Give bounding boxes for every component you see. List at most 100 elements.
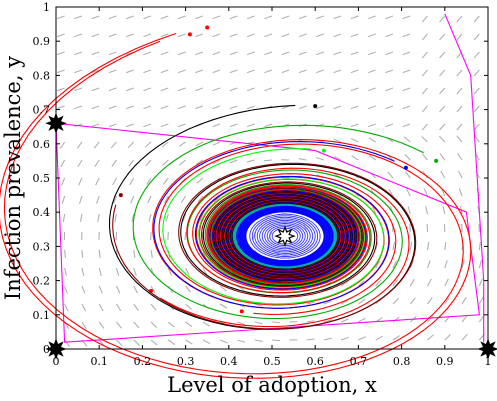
inner-spiral: [264, 223, 306, 250]
vector-arrow: [74, 15, 83, 20]
vector-arrow: [112, 177, 117, 186]
vector-arrow: [246, 51, 255, 56]
vector-arrow: [421, 105, 428, 113]
limit-cycle-ring: [213, 191, 357, 281]
limit-cycle-ring: [221, 196, 349, 276]
y-axis-label: Infection prevalence, y: [1, 56, 25, 300]
vector-arrow: [133, 321, 140, 329]
vector-arrow: [409, 297, 416, 305]
vector-arrow: [59, 141, 66, 149]
vector-arrow: [212, 141, 221, 146]
vector-arrow: [167, 267, 172, 276]
vector-arrow: [402, 69, 411, 74]
vector-arrow: [185, 321, 193, 328]
vector-arrow: [402, 87, 411, 92]
vector-arrow: [229, 15, 238, 20]
vector-arrow: [150, 303, 157, 311]
limit-cycle-ring: [229, 201, 341, 272]
vector-arrow: [456, 105, 463, 113]
trajectory-start-point: [321, 148, 326, 153]
vector-arrow: [444, 278, 449, 287]
vector-arrow: [94, 159, 100, 168]
vector-arrow: [427, 297, 433, 305]
vector-arrow: [212, 51, 221, 56]
vector-arrow: [478, 278, 483, 287]
vector-arrow: [439, 33, 446, 41]
vector-arrow: [114, 213, 118, 222]
vector-arrow: [406, 188, 411, 197]
limit-cycle-ring: [222, 196, 348, 276]
vector-arrow: [195, 159, 204, 165]
vector-arrow: [264, 87, 273, 92]
vector-arrow: [219, 303, 228, 309]
vector-arrow: [392, 316, 400, 323]
y-tick-label: 0.9: [33, 35, 51, 48]
vector-arrow: [195, 87, 204, 92]
trajectory-start-point: [403, 165, 408, 170]
vector-arrow: [177, 87, 186, 92]
vector-arrow: [196, 177, 204, 184]
y-tick-label: 0.2: [33, 275, 51, 288]
vector-arrow: [180, 195, 187, 204]
vector-arrow: [444, 241, 447, 251]
limit-cycle-ring: [229, 201, 340, 271]
limit-cycle-ring: [232, 203, 338, 269]
vector-arrow: [148, 213, 152, 222]
vector-arrow: [281, 33, 290, 38]
vector-arrow: [126, 123, 134, 128]
vector-arrow: [143, 123, 152, 128]
vector-arrow: [168, 339, 176, 346]
x-tick-label: 0.2: [134, 355, 152, 368]
x-axis-label: Level of adoption, x: [167, 373, 377, 397]
vector-arrow: [78, 177, 83, 186]
vector-arrow: [56, 105, 65, 110]
vector-arrow: [91, 51, 100, 56]
vector-arrow: [350, 87, 359, 92]
vector-arrow: [60, 159, 66, 168]
vector-arrow: [367, 33, 376, 38]
x-tick-label: 1: [485, 355, 492, 368]
limit-cycle-ring: [225, 198, 345, 274]
vector-arrow: [316, 87, 325, 92]
vector-arrow: [167, 321, 175, 328]
vector-arrow: [182, 213, 187, 222]
vector-arrow: [457, 153, 463, 161]
limit-cycle-ring: [242, 209, 329, 264]
vector-arrow: [473, 105, 480, 113]
limit-cycle-ring: [242, 209, 328, 263]
vector-arrow: [177, 123, 186, 128]
vector-arrow: [367, 51, 376, 56]
vector-arrow: [425, 206, 429, 215]
vector-arrow: [350, 123, 359, 128]
vector-arrow: [64, 285, 68, 294]
vector-arrow: [333, 138, 342, 143]
vector-arrow: [164, 195, 169, 204]
vector-arrow: [237, 339, 246, 343]
vector-arrow: [456, 33, 463, 41]
vector-arrow: [306, 338, 315, 341]
vector-arrow: [421, 87, 428, 95]
vector-arrow: [76, 141, 83, 149]
vector-arrow: [160, 105, 169, 110]
vector-arrow: [95, 177, 100, 186]
vector-arrow: [358, 299, 366, 305]
vector-arrow: [179, 159, 186, 166]
vector-arrow: [254, 321, 263, 325]
vector-arrow: [439, 123, 446, 131]
vector-arrow: [147, 195, 152, 204]
vector-arrow: [246, 87, 255, 92]
vector-arrow: [264, 15, 273, 20]
vector-arrow: [281, 105, 290, 110]
vector-arrow: [350, 105, 359, 110]
vector-arrow: [402, 33, 411, 38]
vector-arrow: [202, 267, 208, 276]
vector-arrow: [98, 303, 104, 312]
vector-arrow: [340, 280, 348, 287]
vector-arrow: [409, 260, 414, 269]
vector-arrow: [281, 51, 290, 56]
vector-arrow: [74, 33, 83, 38]
vector-arrow: [439, 153, 446, 161]
vector-arrow: [385, 105, 394, 110]
vector-arrow: [461, 260, 465, 269]
vector-arrow: [212, 105, 221, 110]
